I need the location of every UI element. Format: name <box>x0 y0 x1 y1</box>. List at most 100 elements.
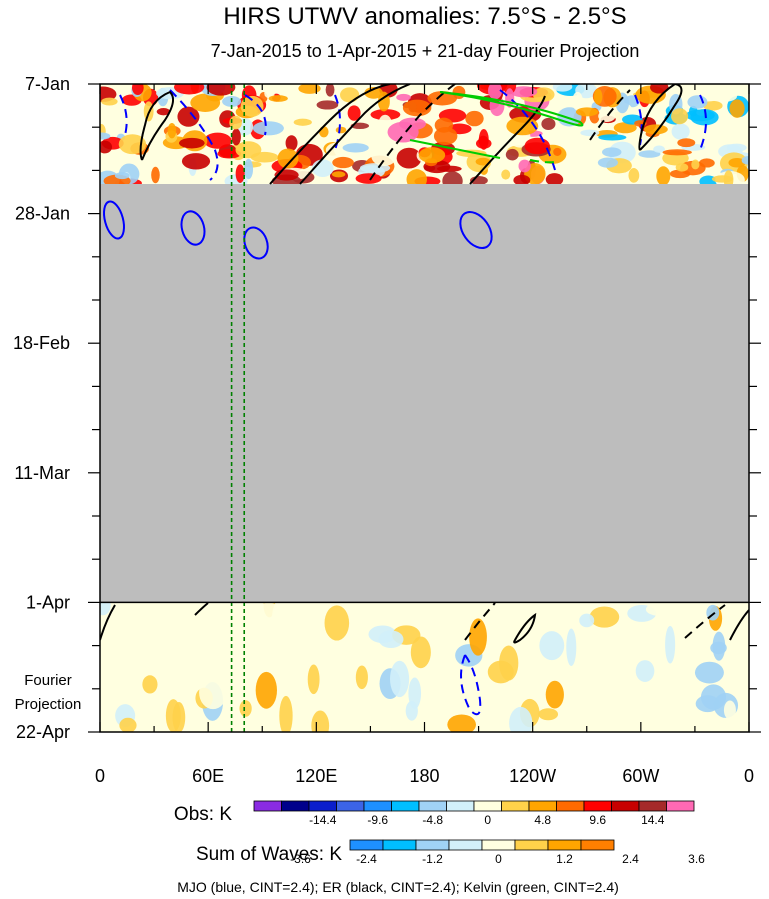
er-contour <box>139 90 175 161</box>
kelvin-contours <box>409 91 584 164</box>
obs-anomaly-cell <box>179 137 205 149</box>
projection-anomaly-cell <box>410 636 431 669</box>
obs-anomaly-cell <box>355 173 382 184</box>
obs-anomaly-cell <box>342 143 369 153</box>
er-contour <box>638 84 683 151</box>
obs-anomaly-cell <box>581 166 601 176</box>
kelvin-contour <box>409 139 501 159</box>
projection-anomaly-cell <box>538 708 559 721</box>
obs-anomaly-cell <box>335 126 347 134</box>
projection-anomaly-cell <box>100 692 118 726</box>
projection-anomaly-cell <box>405 700 418 721</box>
obs-anomaly-cell <box>608 141 636 164</box>
waves-colorbar-label: Sum of Waves: K <box>196 844 342 865</box>
obs-anomaly-cell <box>243 158 254 180</box>
projection-anomaly-cell <box>626 640 639 661</box>
obs-anomaly-cell <box>118 134 147 155</box>
obs-anomaly-cell <box>235 141 262 159</box>
obs-anomaly-cell <box>598 110 616 122</box>
obs-anomaly-cell <box>702 130 714 145</box>
projection-anomaly-cell <box>694 661 724 684</box>
obs-anomaly-cell <box>553 147 562 156</box>
obs-anomaly-cell <box>653 145 665 153</box>
colorbar-swatch <box>583 800 612 812</box>
colorbar-swatch <box>448 839 483 851</box>
projection-anomaly-cell <box>180 700 200 723</box>
projection-anomaly-cell <box>712 631 726 661</box>
obs-anomaly-cell <box>298 84 321 94</box>
obs-anomaly-cell <box>235 164 245 183</box>
x-tick-label: 120W <box>509 766 556 786</box>
projection-anomaly-cell <box>390 660 410 698</box>
projection-anomaly-cell <box>514 603 532 622</box>
obs-anomaly-cell <box>541 117 556 131</box>
obs-anomaly-cell <box>100 132 111 140</box>
y-tick-label: 11-Mar <box>14 463 70 483</box>
y-tick-label: 18-Feb <box>13 333 70 353</box>
er-contour <box>269 84 391 185</box>
obs-anomaly-cell <box>690 109 719 126</box>
obs-anomaly-cell <box>662 149 692 156</box>
y-tick-label: 1-Apr <box>26 592 70 612</box>
obs-anomaly-cell <box>506 116 539 136</box>
obs-anomaly-cell <box>475 157 491 166</box>
projection-anomaly-cell <box>559 712 584 732</box>
projection-anomaly-cell <box>271 603 289 639</box>
colorbar-swatch <box>336 800 365 812</box>
obs-anomaly-cell <box>434 117 454 133</box>
colorbar-tick-label: -14.4 <box>309 813 337 827</box>
projection-anomaly-cell <box>311 710 330 732</box>
obs-anomaly-cell <box>656 166 671 184</box>
colorbar-swatch <box>253 800 282 812</box>
er-contour <box>513 612 537 644</box>
colorbar-swatch <box>501 800 530 812</box>
colorbar-swatch <box>382 839 417 851</box>
obs-anomaly-cell <box>203 132 232 149</box>
x-tick-label: 0 <box>744 766 754 786</box>
obs-anomaly-cell <box>174 84 205 95</box>
chart-title: HIRS UTWV anomalies: 7.5°S - 2.5°S <box>223 3 626 30</box>
projection-anomaly-cell <box>307 664 320 695</box>
projection-anomaly-cell <box>545 680 564 709</box>
obs-anomaly-cell <box>488 84 503 100</box>
colorbar-tick-label: -1.2 <box>422 852 443 866</box>
projection-anomaly-cell <box>513 679 537 695</box>
obs-anomaly-cell <box>370 109 401 121</box>
projection-anomaly-cell <box>499 645 519 681</box>
obs-anomaly-cell <box>572 91 583 111</box>
obs-anomaly-cell <box>229 115 242 130</box>
mjo-contour <box>119 94 128 136</box>
projection-anomaly-cell <box>695 695 720 713</box>
contour-legend: MJO (blue, CINT=2.4); ER (black, CINT=2.… <box>177 879 619 895</box>
obs-anomaly-cell <box>167 123 177 139</box>
reference-longitude-lines <box>230 84 246 732</box>
projection-anomaly-cell <box>255 671 277 709</box>
obs-anomaly-cell <box>545 173 564 184</box>
colorbar-swatch <box>556 800 585 812</box>
obs-anomaly-cell <box>177 106 200 127</box>
obs-anomaly-cell <box>671 123 690 140</box>
obs-anomaly-cell <box>398 117 426 131</box>
obs-anomaly-cell <box>252 121 284 136</box>
colorbar-swatch <box>446 800 475 812</box>
er-contour <box>684 604 726 639</box>
projection-anomaly-cell <box>566 628 577 667</box>
projection-anomaly-cell <box>539 631 565 661</box>
obs-anomaly-cell <box>195 165 227 183</box>
obs-anomaly-cell <box>100 140 113 154</box>
er-contour <box>589 89 631 141</box>
colorbar-swatch <box>481 839 516 851</box>
y-tick-label: 22-Apr <box>16 722 70 742</box>
obs-anomaly-cell <box>101 97 118 106</box>
obs-anomaly-cell <box>518 159 531 173</box>
colorbar-swatch <box>638 800 667 812</box>
colorbar-swatch <box>580 839 615 851</box>
projection-anomaly-cell <box>177 641 192 666</box>
projection-field <box>100 603 749 732</box>
mjo-contour <box>499 89 556 171</box>
colorbar-swatch <box>473 800 502 812</box>
colorbar-tick-label: 3.6 <box>688 852 705 866</box>
projection-anomaly-cell <box>199 675 227 710</box>
obs-anomaly-cell <box>277 148 299 169</box>
